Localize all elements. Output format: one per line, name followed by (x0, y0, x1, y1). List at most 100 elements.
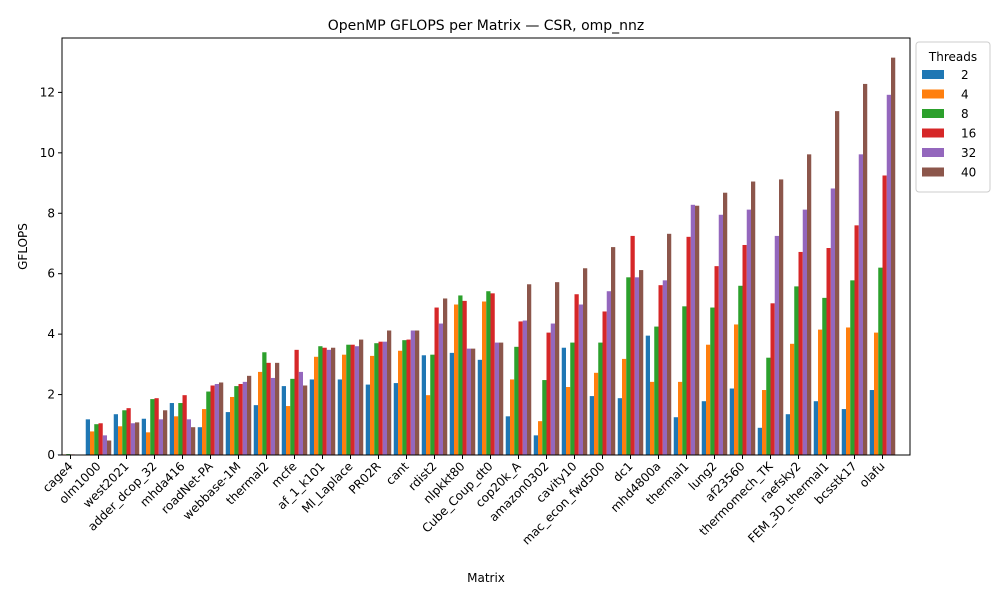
bar-mhda416-threads-8 (178, 403, 183, 455)
bar-thermal1-threads-4 (678, 381, 683, 455)
bar-FEM_3D_thermal1-threads-4 (818, 329, 823, 455)
bar-mhda416-threads-16 (182, 395, 187, 455)
bar-Ml_Laplace-threads-4 (342, 354, 347, 455)
bar-roadNet-PA-threads-2 (197, 427, 202, 455)
bar-FEM_3D_thermal1-threads-32 (830, 188, 835, 456)
bar-bcsstk17-threads-16 (854, 225, 859, 455)
bar-roadNet-PA-threads-32 (214, 383, 219, 455)
bar-olm1000-threads-40 (107, 440, 112, 455)
bar-mac_econ_fwd500-threads-4 (594, 372, 599, 455)
bar-cant-threads-2 (393, 383, 398, 455)
bar-af_1_k101-threads-2 (309, 379, 314, 455)
bar-af23560-threads-16 (742, 244, 747, 455)
bar-mac_econ_fwd500-threads-32 (606, 291, 611, 455)
y-tick-label: 8 (47, 206, 55, 220)
bar-mcfe-threads-4 (286, 406, 291, 455)
bar-cant-threads-8 (402, 340, 407, 455)
bar-amazon0302-threads-8 (542, 380, 547, 455)
bar-olafu-threads-2 (869, 390, 874, 455)
bar-cop20k_A-threads-4 (510, 379, 515, 455)
bar-thermal2-threads-32 (270, 377, 275, 455)
bar-nlpkkt80-threads-8 (458, 295, 463, 455)
bar-Ml_Laplace-threads-8 (346, 344, 351, 455)
bar-dc1-threads-16 (630, 235, 635, 455)
bar-mcfe-threads-40 (303, 385, 308, 455)
legend-label-40: 40 (961, 166, 976, 180)
bar-rdist2-threads-32 (438, 323, 443, 455)
bar-Cube_Coup_dt0-threads-2 (477, 359, 482, 455)
bar-af_1_k101-threads-32 (326, 349, 331, 455)
bar-lung2-threads-2 (701, 401, 706, 455)
bar-cavity10-threads-40 (583, 268, 588, 455)
bar-webbase-1M-threads-2 (225, 412, 230, 455)
y-tick-label: 6 (47, 267, 55, 281)
bar-lung2-threads-4 (706, 344, 711, 455)
bar-PR02R-threads-32 (382, 341, 387, 455)
legend-items: 2 4 8 16 32 40 (922, 68, 976, 180)
bar-west2021-threads-4 (118, 426, 123, 455)
bar-cavity10-threads-8 (570, 342, 575, 455)
bar-thermal2-threads-8 (262, 352, 267, 455)
bar-bcsstk17-threads-32 (858, 154, 863, 455)
bar-olafu-threads-40 (891, 57, 896, 455)
legend-swatch-16 (922, 128, 944, 138)
bar-adder_dcop_32-threads-40 (163, 410, 168, 455)
bar-adder_dcop_32-threads-2 (141, 418, 146, 455)
bar-amazon0302-threads-2 (533, 435, 538, 455)
bar-mcfe-threads-32 (298, 371, 303, 455)
bar-webbase-1M-threads-32 (242, 381, 247, 455)
bar-adder_dcop_32-threads-16 (154, 398, 159, 455)
bar-olm1000-threads-8 (94, 424, 99, 455)
bar-amazon0302-threads-40 (555, 282, 560, 455)
bar-PR02R-threads-40 (387, 330, 392, 455)
bar-dc1-threads-40 (639, 270, 644, 455)
bar-lung2-threads-40 (723, 192, 728, 455)
bar-amazon0302-threads-32 (550, 323, 555, 455)
legend-title: Threads (928, 50, 977, 64)
bar-cop20k_A-threads-2 (505, 416, 510, 455)
bar-Ml_Laplace-threads-16 (350, 344, 355, 455)
bar-Cube_Coup_dt0-threads-16 (490, 293, 495, 455)
bar-roadNet-PA-threads-40 (219, 382, 224, 455)
bar-Ml_Laplace-threads-32 (354, 346, 359, 455)
bar-cop20k_A-threads-16 (518, 321, 523, 455)
bar-af_1_k101-threads-8 (318, 346, 323, 455)
bar-cavity10-threads-2 (561, 347, 566, 455)
bar-thermomech_TK-threads-2 (757, 427, 762, 455)
bar-webbase-1M-threads-8 (234, 386, 239, 455)
bar-cant-threads-16 (406, 339, 411, 455)
bar-west2021-threads-8 (122, 410, 127, 455)
bar-Cube_Coup_dt0-threads-4 (482, 301, 487, 455)
bar-cavity10-threads-32 (578, 304, 583, 455)
y-tick-label: 0 (47, 448, 55, 462)
x-tick-label: olafu (857, 459, 888, 490)
bar-thermal2-threads-2 (253, 405, 258, 455)
bar-olm1000-threads-32 (102, 435, 107, 455)
bar-thermal1-threads-32 (690, 204, 695, 455)
bar-af23560-threads-40 (751, 181, 756, 455)
bar-west2021-threads-16 (126, 408, 131, 455)
bar-amazon0302-threads-4 (538, 421, 543, 455)
bar-raefsky2-threads-16 (798, 251, 803, 455)
legend-swatch-32 (922, 148, 944, 157)
bar-thermal2-threads-40 (275, 362, 280, 455)
y-tick-label: 2 (47, 388, 55, 402)
bar-FEM_3D_thermal1-threads-16 (826, 248, 831, 455)
bar-roadNet-PA-threads-4 (202, 409, 207, 455)
bar-PR02R-threads-16 (378, 341, 383, 455)
bar-olm1000-threads-4 (90, 431, 95, 455)
legend: Threads 2 4 8 16 32 40 (915, 41, 991, 193)
bar-PR02R-threads-8 (374, 343, 379, 455)
bar-thermal2-threads-4 (258, 371, 263, 455)
y-tick-label: 10 (40, 146, 55, 160)
bar-rdist2-threads-2 (421, 355, 426, 455)
bar-cavity10-threads-4 (566, 387, 571, 455)
bar-lung2-threads-16 (714, 266, 719, 455)
bar-cop20k_A-threads-40 (527, 284, 532, 455)
bars-layer (57, 57, 896, 456)
bar-lung2-threads-8 (710, 307, 715, 455)
bar-adder_dcop_32-threads-4 (146, 432, 151, 455)
bar-mhd4800a-threads-4 (650, 381, 655, 455)
bar-mac_econ_fwd500-threads-16 (602, 311, 607, 455)
